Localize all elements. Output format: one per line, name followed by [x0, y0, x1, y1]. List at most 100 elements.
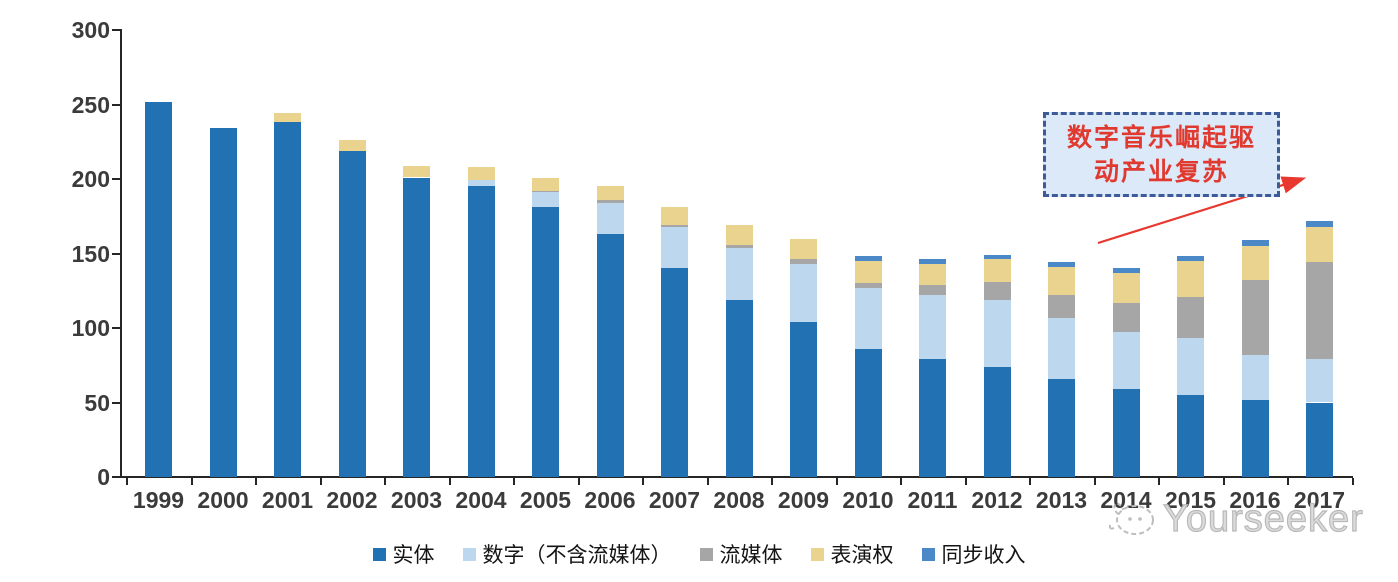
y-tick-mark: [112, 103, 121, 106]
x-tick-label: 2015: [1164, 487, 1217, 513]
x-tick-label: 1999: [132, 487, 185, 513]
legend-swatch-icon: [921, 547, 935, 561]
y-tick-mark: [112, 252, 121, 255]
y-tick-mark: [112, 476, 121, 478]
bar-segment: [790, 259, 817, 264]
bar-segment: [983, 366, 1011, 477]
x-tick-mark: [964, 478, 967, 485]
bar-segment: [403, 177, 430, 477]
bar-segment: [983, 281, 1011, 300]
yourseeker-logo-icon: [1108, 501, 1154, 535]
legend: 实体 数字（不含流媒体） 流媒体 表演权 同步收入: [0, 539, 1398, 569]
y-tick-mark: [112, 178, 121, 180]
x-tick-mark: [835, 478, 838, 485]
x-tick-mark: [900, 478, 902, 485]
x-tick-label: 2002: [326, 487, 378, 513]
x-tick-label: 2010: [842, 487, 894, 513]
x-tick-mark: [190, 478, 193, 485]
x-tick-mark: [642, 478, 644, 485]
bar-segment: [661, 207, 688, 226]
bar-segment: [725, 299, 753, 477]
annotation-box: 数字音乐崛起驱 动产业复苏: [1043, 112, 1280, 197]
x-tick-label: 2006: [584, 487, 636, 513]
legend-swatch-icon: [699, 547, 713, 561]
bar-segment: [725, 247, 753, 300]
x-tick-mark: [771, 478, 773, 485]
bar-segment: [1177, 338, 1204, 396]
x-tick-label: 2008: [713, 487, 765, 513]
bar-segment: [274, 113, 301, 123]
bar-segment: [596, 186, 624, 200]
watermark: Yourseeker: [1106, 498, 1364, 540]
bar-segment: [725, 225, 753, 245]
watermark-text: Yourseeker: [1162, 498, 1364, 540]
x-tick-label: 2001: [261, 487, 314, 513]
bar-segment: [661, 226, 688, 269]
x-tick-label: 2004: [455, 487, 507, 513]
y-tick-label: 50: [84, 389, 110, 416]
bar-segment: [1241, 240, 1269, 247]
bar-segment: [1177, 260, 1204, 297]
x-tick-mark: [1351, 478, 1354, 485]
bar-segment: [274, 122, 301, 477]
bar-segment: [1048, 295, 1075, 318]
bar-segment: [983, 259, 1011, 282]
bar-segment: [854, 348, 882, 477]
bar-segment: [1048, 262, 1075, 267]
annotation-text-line2: 动产业复苏: [1093, 157, 1229, 186]
bar-segment: [1112, 389, 1140, 477]
bar-segment: [1241, 280, 1269, 355]
bar-segment: [596, 234, 624, 477]
legend-label: 数字（不含流媒体）: [482, 544, 672, 567]
x-tick-mark: [1222, 478, 1225, 485]
x-tick-label: 2011: [907, 487, 958, 513]
bar-segment: [467, 186, 495, 477]
y-tick-label: 150: [71, 240, 110, 267]
bar-segment: [209, 128, 237, 477]
bar-segment: [1177, 256, 1204, 261]
y-tick-label: 250: [71, 91, 110, 118]
x-tick-label: 2000: [197, 487, 249, 513]
bar-segment: [467, 180, 495, 187]
bar-segment: [403, 165, 430, 178]
bar-segment: [1241, 399, 1269, 477]
bar-segment: [1306, 226, 1333, 263]
x-tick-mark: [255, 478, 257, 485]
bar-segment: [1177, 395, 1204, 477]
y-tick-mark: [112, 401, 121, 404]
bar-segment: [532, 192, 559, 208]
bar-segment: [1306, 220, 1333, 227]
legend-swatch-icon: [462, 547, 476, 561]
legend-item: 实体: [372, 539, 435, 569]
x-tick-label: 2017: [1293, 487, 1346, 513]
bar-segment: [596, 199, 624, 203]
annotation-text-line1: 数字音乐崛起驱: [1066, 123, 1256, 152]
x-tick-label: 2016: [1229, 487, 1281, 513]
bar-segment: [1048, 317, 1075, 379]
bar-segment: [596, 202, 624, 235]
y-tick-label: 0: [97, 464, 110, 490]
y-tick-label: 300: [71, 17, 110, 43]
x-tick-mark: [384, 478, 386, 485]
bar-segment: [1048, 378, 1075, 477]
bar-segment: [983, 299, 1011, 367]
x-tick-mark: [577, 478, 580, 485]
bar-segment: [1048, 266, 1075, 296]
legend-label: 同步收入: [941, 544, 1026, 567]
bar-segment: [725, 244, 753, 248]
bar-segment: [1112, 332, 1140, 390]
bar-segment: [854, 260, 882, 284]
legend-item: 同步收入: [921, 539, 1026, 569]
x-tick-label: 2013: [1035, 487, 1088, 513]
y-tick-mark: [112, 29, 121, 31]
bar-segment: [790, 238, 817, 260]
legend-item: 流媒体: [699, 539, 783, 569]
bar-segment: [1112, 302, 1140, 333]
bar-segment: [532, 190, 559, 193]
x-axis-line: [120, 476, 1353, 478]
x-tick-mark: [319, 478, 322, 485]
legend-label: 流媒体: [719, 544, 783, 567]
bar-segment: [919, 263, 946, 285]
bar-segment: [919, 295, 946, 360]
bar-segment: [790, 263, 817, 323]
